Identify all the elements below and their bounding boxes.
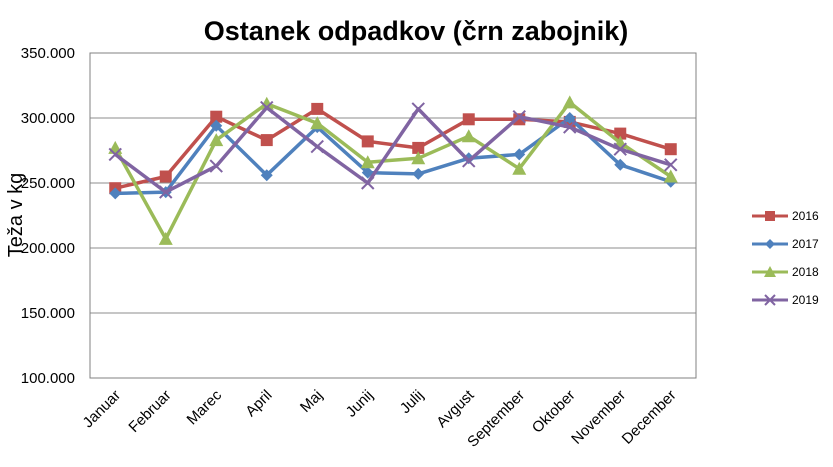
data-point xyxy=(562,95,577,109)
y-axis-ticks: 100.000 150.000 200.000 250.000 300.000 350.0… xyxy=(21,45,75,387)
data-point xyxy=(260,169,273,182)
data-point xyxy=(513,148,526,161)
data-point xyxy=(209,159,223,173)
legend-label: 2016 xyxy=(792,209,819,223)
plot-area-border xyxy=(89,52,697,379)
marker-stroke xyxy=(512,109,526,124)
data-point xyxy=(613,142,627,156)
data-point xyxy=(512,109,526,124)
data-point xyxy=(361,135,374,148)
y-tick-label: 100.000 xyxy=(21,370,75,387)
marker-stroke xyxy=(462,154,476,168)
data-point xyxy=(361,176,375,190)
data-point xyxy=(412,141,425,154)
marker-stroke xyxy=(209,159,223,173)
data-point xyxy=(764,294,776,306)
data-point xyxy=(664,143,677,156)
y-tick-label: 350.000 xyxy=(21,45,75,62)
legend-item-2017: 2017 xyxy=(752,237,819,251)
legend-label: 2017 xyxy=(792,237,819,251)
data-point xyxy=(310,139,324,154)
data-point xyxy=(411,102,425,116)
data-point xyxy=(663,169,678,183)
data-point xyxy=(411,151,426,165)
marker-stroke xyxy=(159,185,173,199)
data-point xyxy=(108,147,122,162)
legend: 2016 2017 2018 2019 xyxy=(752,209,819,307)
data-point xyxy=(159,185,173,199)
series-line xyxy=(115,116,672,196)
data-point xyxy=(260,134,273,147)
data-point xyxy=(209,133,224,147)
y-tick-label: 200.000 xyxy=(21,240,75,257)
y-tick-label: 250.000 xyxy=(21,175,75,192)
data-point xyxy=(461,129,476,143)
legend-label: 2019 xyxy=(792,293,819,307)
data-point xyxy=(260,100,274,115)
marker-stroke xyxy=(764,294,776,306)
series-2019 xyxy=(108,100,678,199)
data-point xyxy=(764,266,776,277)
data-point xyxy=(563,112,576,124)
marker-stroke xyxy=(563,120,577,134)
data-point xyxy=(310,116,325,130)
data-point xyxy=(210,119,223,132)
legend-item-2016: 2016 xyxy=(752,209,819,223)
legend-label: 2018 xyxy=(792,265,819,279)
data-point xyxy=(311,102,324,115)
legend-item-2018: 2018 xyxy=(752,265,819,279)
data-point xyxy=(563,120,577,134)
y-tick-label: 300.000 xyxy=(21,110,75,127)
data-point xyxy=(360,155,375,169)
data-point xyxy=(462,154,476,168)
data-point xyxy=(765,211,775,221)
data-point xyxy=(512,161,527,175)
data-point xyxy=(765,239,775,249)
data-point xyxy=(462,113,475,126)
data-point xyxy=(259,96,274,110)
marker-stroke xyxy=(310,139,324,154)
data-point xyxy=(614,158,627,171)
y-axis-label: Teža v kg xyxy=(5,173,27,257)
y-tick-label: 150.000 xyxy=(21,305,75,322)
marker-stroke xyxy=(361,176,375,190)
series-line xyxy=(113,100,672,241)
marker-stroke xyxy=(411,102,425,116)
data-point xyxy=(159,170,172,183)
data-point xyxy=(109,187,122,200)
data-point xyxy=(210,110,223,123)
legend-item-2019: 2019 xyxy=(752,293,819,307)
marker-stroke xyxy=(613,142,627,156)
series-group xyxy=(108,95,678,245)
marker-stroke xyxy=(260,100,274,115)
data-point xyxy=(412,167,425,180)
series-line xyxy=(114,105,672,194)
data-point xyxy=(664,158,678,172)
data-point xyxy=(158,231,173,245)
marker-stroke xyxy=(108,147,122,162)
data-point xyxy=(614,127,627,140)
chart-title: Ostanek odpadkov (črn zabojnik) xyxy=(204,16,629,46)
marker-stroke xyxy=(664,158,678,172)
